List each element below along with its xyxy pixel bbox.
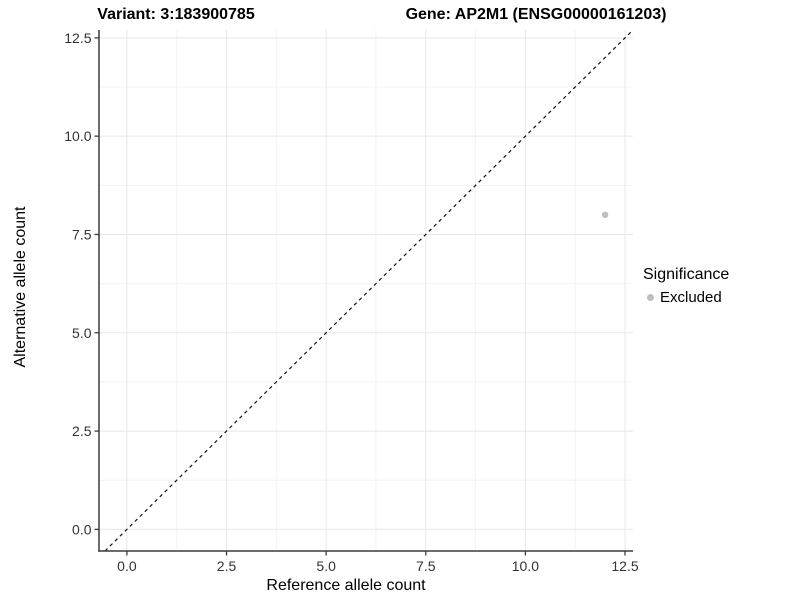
gene-title: Gene: AP2M1 (ENSG00000161203): [405, 6, 667, 23]
x-tick-label: 7.5: [416, 558, 436, 574]
x-tick-label: 12.5: [611, 558, 638, 574]
y-tick-label: 10.0: [64, 128, 91, 144]
x-tick-label: 2.5: [217, 558, 237, 574]
y-tick-label: 2.5: [72, 423, 92, 439]
x-tick-label: 10.0: [512, 558, 539, 574]
x-tick-label: 5.0: [316, 558, 336, 574]
variant-title: Variant: 3:183900785: [97, 6, 255, 23]
legend-point-icon: [647, 294, 654, 301]
legend-title: Significance: [643, 266, 730, 283]
identity-dashed-line: [104, 29, 634, 552]
x-axis-title: Reference allele count: [266, 577, 426, 594]
y-tick-label: 12.5: [64, 30, 91, 46]
data-point: [601, 211, 609, 219]
legend-item-label: Excluded: [660, 289, 722, 306]
legend: Significance Excluded: [643, 266, 729, 306]
legend-item-excluded: Excluded: [643, 289, 729, 306]
y-tick-label: 7.5: [72, 226, 92, 242]
x-tick-label: 0.0: [117, 558, 137, 574]
y-tick-label: 0.0: [72, 521, 92, 537]
y-tick-label: 5.0: [72, 325, 92, 341]
y-axis-title: Alternative allele count: [12, 206, 29, 368]
